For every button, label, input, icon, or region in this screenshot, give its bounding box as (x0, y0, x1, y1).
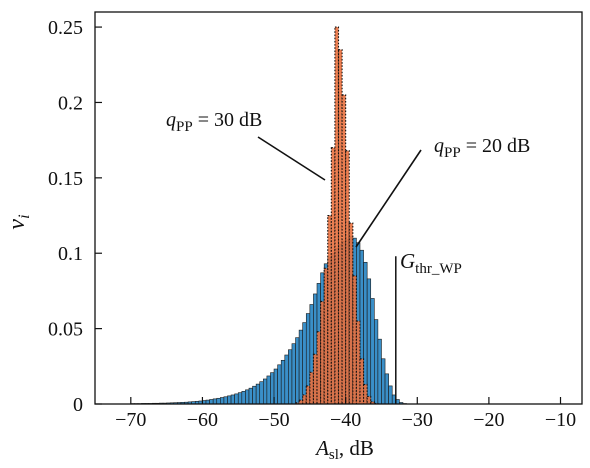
bar-q20 (252, 385, 257, 405)
bar-q20 (248, 387, 253, 405)
bar-q20 (381, 358, 386, 405)
bar-q20 (291, 343, 296, 405)
label-threshold: Gthr_WP (400, 249, 462, 277)
series-20db-bars (130, 236, 407, 405)
x-tick-label: −60 (187, 409, 218, 431)
y-tick-label: 0.2 (58, 92, 83, 114)
x-axis-title: Asl, dB (314, 436, 374, 463)
bar-q30 (327, 214, 332, 405)
bar-q20 (384, 373, 389, 405)
x-tick-label: −20 (473, 409, 504, 431)
bar-q30 (302, 394, 307, 405)
leader-q30 (257, 136, 326, 181)
plot-frame (94, 11, 583, 405)
bar-q30 (348, 222, 354, 405)
y-tick-label: 0.15 (48, 168, 83, 190)
bar-q30 (363, 383, 368, 405)
y-axis-title: vi (4, 214, 33, 229)
y-tick-label: 0 (73, 394, 83, 416)
bar-q20 (280, 359, 286, 405)
y-tick-label: 0.25 (48, 17, 83, 39)
bar-q20 (374, 319, 379, 405)
x-tick-label: −50 (258, 409, 289, 431)
y-tick-label: 0.05 (48, 319, 83, 341)
bar-q30 (298, 399, 304, 405)
bar-q20 (209, 399, 214, 405)
bar-q30 (305, 385, 311, 405)
bar-q20 (377, 338, 382, 405)
bar-q20 (220, 397, 225, 405)
bar-q30 (341, 94, 347, 405)
y-tick-label: 0.1 (58, 243, 83, 265)
bar-q30 (359, 358, 365, 405)
bar-q20 (388, 385, 393, 405)
bar-q20 (216, 397, 221, 405)
x-tick-label: −10 (545, 409, 576, 431)
y-axis-ticks: 0 0.05 0.1 0.15 0.2 0.25 (48, 17, 102, 416)
bar-q20 (266, 375, 271, 405)
bar-q20 (277, 364, 282, 405)
bar-q20 (370, 298, 375, 405)
bar-q20 (255, 383, 261, 405)
bar-q20 (241, 391, 246, 405)
bar-q20 (288, 349, 293, 405)
bar-q30 (345, 150, 350, 405)
bar-q20 (363, 261, 368, 405)
x-tick-label: −40 (330, 409, 361, 431)
x-tick-label: −70 (115, 409, 146, 431)
bar-q20 (234, 393, 239, 405)
label-q30: qPP = 30 dB (166, 109, 262, 135)
bar-q20 (295, 337, 300, 405)
bar-q20 (298, 329, 303, 405)
bar-q20 (237, 392, 243, 405)
series-30db-bars (294, 26, 379, 405)
bar-q20 (302, 322, 307, 405)
leader-q20 (355, 149, 422, 248)
bar-q20 (259, 381, 264, 405)
bar-q20 (284, 354, 289, 405)
bar-q20 (245, 389, 250, 405)
label-q20: qPP = 20 dB (434, 135, 530, 161)
bar-q20 (223, 396, 228, 405)
bar-q20 (262, 378, 268, 405)
bar-q20 (212, 398, 218, 405)
bar-q20 (230, 394, 235, 405)
x-axis-ticks: −70 −60 −50 −40 −30 −20 −10 (115, 397, 576, 431)
x-tick-label: −30 (402, 409, 433, 431)
bar-q20 (227, 395, 232, 405)
